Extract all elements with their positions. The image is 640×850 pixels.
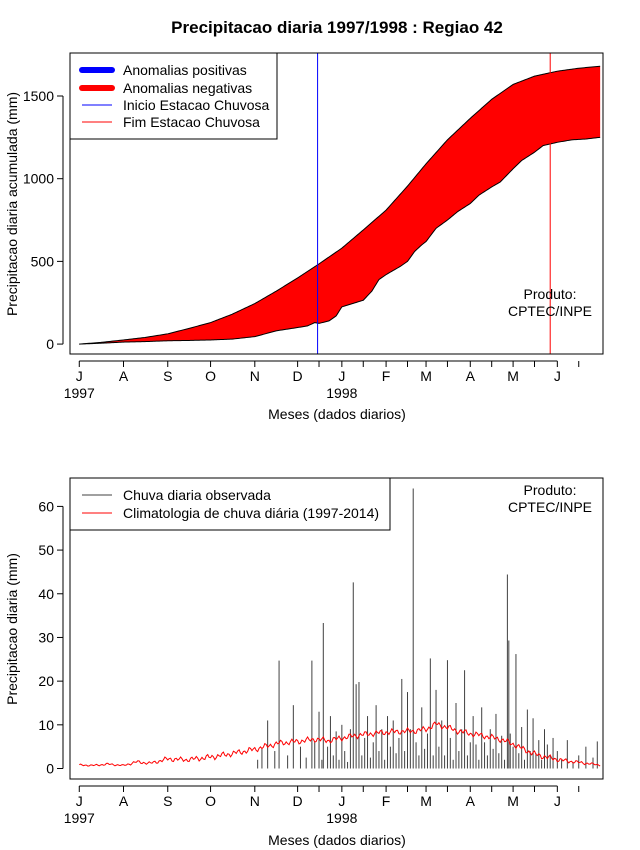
x-tick-label: M — [507, 368, 519, 384]
x-axis-label: Meses (dados diarios) — [268, 832, 406, 848]
x-tick-label: N — [250, 793, 260, 809]
legend: Anomalias positivas Anomalias negativas … — [69, 52, 278, 140]
plot-frame — [69, 52, 604, 355]
x-tick-label: A — [119, 793, 129, 809]
product-source: CPTEC/INPE — [508, 499, 592, 515]
x-tick-label: F — [382, 368, 391, 384]
product-source: CPTEC/INPE — [508, 303, 592, 319]
x-tick-label: D — [293, 793, 303, 809]
x-year-label: 1997 — [64, 385, 95, 401]
y-tick-label: 0 — [46, 761, 54, 777]
x-tick-label: J — [76, 793, 83, 809]
legend: Chuva diaria observada Climatologia de c… — [69, 477, 391, 531]
x-tick-label: O — [205, 793, 216, 809]
y-tick-label: 40 — [38, 586, 54, 602]
x-tick-label: J — [554, 793, 561, 809]
x-tick-label: M — [507, 793, 519, 809]
x-year-label: 1998 — [326, 385, 357, 401]
climatology-line-group — [79, 721, 601, 767]
legend-label-season-start: Inicio Estacao Chuvosa — [123, 97, 270, 113]
climatology-daily-line — [79, 721, 601, 767]
y-tick-label: 500 — [31, 253, 55, 269]
x-year-label: 1997 — [64, 810, 95, 826]
y-tick-label: 20 — [38, 673, 54, 689]
y-tick-label: 10 — [38, 717, 54, 733]
chart-title: Precipitacao diaria 1997/1998 : Regiao 4… — [171, 18, 503, 37]
y-tick-label: 30 — [38, 629, 54, 645]
y-tick-label: 50 — [38, 542, 54, 558]
legend-label-climatology: Climatologia de chuva diária (1997-2014) — [123, 505, 379, 521]
y-tick-label: 1000 — [23, 171, 54, 187]
y-axis-label: Precipitacao diaria acumulada (mm) — [4, 92, 20, 316]
x-tick-label: M — [420, 793, 432, 809]
x-tick-label: M — [420, 368, 432, 384]
y-tick-label: 0 — [46, 336, 54, 352]
observed-cumulative-line — [79, 136, 601, 345]
product-label: Produto: — [524, 286, 577, 302]
x-tick-label: O — [205, 368, 216, 384]
x-tick-label: J — [338, 793, 345, 809]
x-tick-label: J — [76, 368, 83, 384]
y-axis: 0 10 20 30 40 50 60 — [38, 498, 64, 777]
x-tick-label: S — [163, 793, 172, 809]
x-tick-label: A — [119, 368, 129, 384]
x-tick-label: N — [250, 368, 260, 384]
legend-label-observed: Chuva diaria observada — [123, 487, 271, 503]
y-axis-label: Precipitacao diaria (mm) — [4, 553, 20, 705]
x-tick-label: D — [293, 368, 303, 384]
y-axis: 0 500 1000 1500 — [23, 88, 64, 352]
x-tick-label: J — [554, 368, 561, 384]
legend-label-negative: Anomalias negativas — [123, 80, 252, 96]
x-tick-label: A — [466, 793, 476, 809]
y-tick-label: 60 — [38, 498, 54, 514]
x-axis-label: Meses (dados diarios) — [268, 406, 406, 422]
x-tick-label: F — [382, 793, 391, 809]
legend-box — [69, 477, 391, 531]
product-label: Produto: — [524, 482, 577, 498]
x-tick-label: A — [466, 368, 476, 384]
season-lines-group — [317, 53, 551, 354]
x-tick-label: J — [338, 368, 345, 384]
legend-label-positive: Anomalias positivas — [123, 62, 247, 78]
y-tick-label: 1500 — [23, 88, 54, 104]
x-tick-label: S — [163, 368, 172, 384]
negative-anomaly-area — [79, 66, 601, 345]
x-year-label: 1998 — [326, 810, 357, 826]
legend-label-season-end: Fim Estacao Chuvosa — [123, 114, 260, 130]
anomaly-area-group — [79, 65, 601, 345]
climatology-cumulative-line — [79, 65, 601, 345]
